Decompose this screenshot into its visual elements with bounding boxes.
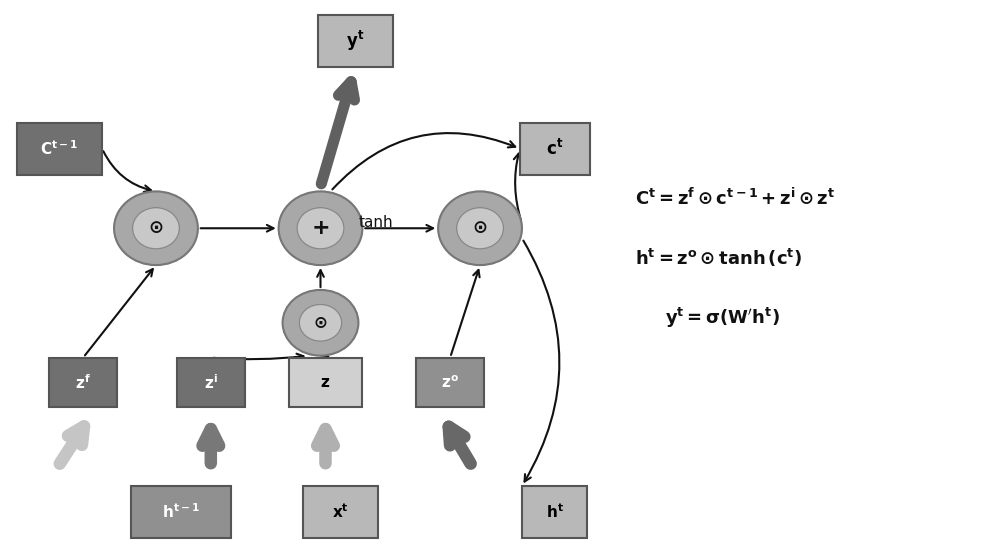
Ellipse shape bbox=[457, 208, 504, 249]
Text: tanh: tanh bbox=[359, 215, 394, 230]
Text: $\mathbf{h^{t-1}}$: $\mathbf{h^{t-1}}$ bbox=[162, 503, 200, 521]
FancyBboxPatch shape bbox=[318, 15, 393, 67]
Text: $\mathbf{z^o}$: $\mathbf{z^o}$ bbox=[441, 374, 459, 391]
Text: +: + bbox=[311, 218, 330, 238]
Text: ⊙: ⊙ bbox=[314, 314, 327, 332]
Text: $\mathbf{y^t = \sigma(W'h^t)}$: $\mathbf{y^t = \sigma(W'h^t)}$ bbox=[665, 306, 780, 330]
Text: $\mathbf{c^t}$: $\mathbf{c^t}$ bbox=[546, 138, 563, 158]
FancyBboxPatch shape bbox=[49, 358, 117, 407]
Ellipse shape bbox=[283, 290, 358, 355]
FancyBboxPatch shape bbox=[131, 486, 231, 538]
Text: $\mathbf{C^t = z^f\odot c^{t-1}+z^i\odot z^t}$: $\mathbf{C^t = z^f\odot c^{t-1}+z^i\odot… bbox=[635, 188, 835, 209]
Text: $\mathbf{x^t}$: $\mathbf{x^t}$ bbox=[332, 503, 349, 521]
FancyBboxPatch shape bbox=[522, 486, 587, 538]
FancyBboxPatch shape bbox=[177, 358, 245, 407]
Ellipse shape bbox=[438, 191, 522, 265]
Ellipse shape bbox=[133, 208, 179, 249]
Text: $\mathbf{h^t}$: $\mathbf{h^t}$ bbox=[546, 503, 564, 521]
FancyBboxPatch shape bbox=[520, 123, 590, 175]
Text: ⊙: ⊙ bbox=[472, 219, 488, 237]
Text: $\mathbf{y^t}$: $\mathbf{y^t}$ bbox=[346, 29, 365, 53]
Text: $\mathbf{h^t= z^o\odot tanh\,(c^t)}$: $\mathbf{h^t= z^o\odot tanh\,(c^t)}$ bbox=[635, 247, 802, 269]
FancyBboxPatch shape bbox=[303, 486, 378, 538]
FancyBboxPatch shape bbox=[416, 358, 484, 407]
Ellipse shape bbox=[297, 208, 344, 249]
Ellipse shape bbox=[299, 305, 342, 341]
Text: $\mathbf{C^{t-1}}$: $\mathbf{C^{t-1}}$ bbox=[40, 140, 78, 158]
FancyBboxPatch shape bbox=[17, 123, 102, 175]
FancyBboxPatch shape bbox=[289, 358, 362, 407]
Text: $\mathbf{z^f}$: $\mathbf{z^f}$ bbox=[75, 373, 91, 392]
Ellipse shape bbox=[114, 191, 198, 265]
Ellipse shape bbox=[279, 191, 362, 265]
Text: ⊙: ⊙ bbox=[148, 219, 164, 237]
Text: $\mathbf{z^i}$: $\mathbf{z^i}$ bbox=[204, 373, 218, 392]
Text: $\mathbf{z}$: $\mathbf{z}$ bbox=[320, 375, 331, 390]
